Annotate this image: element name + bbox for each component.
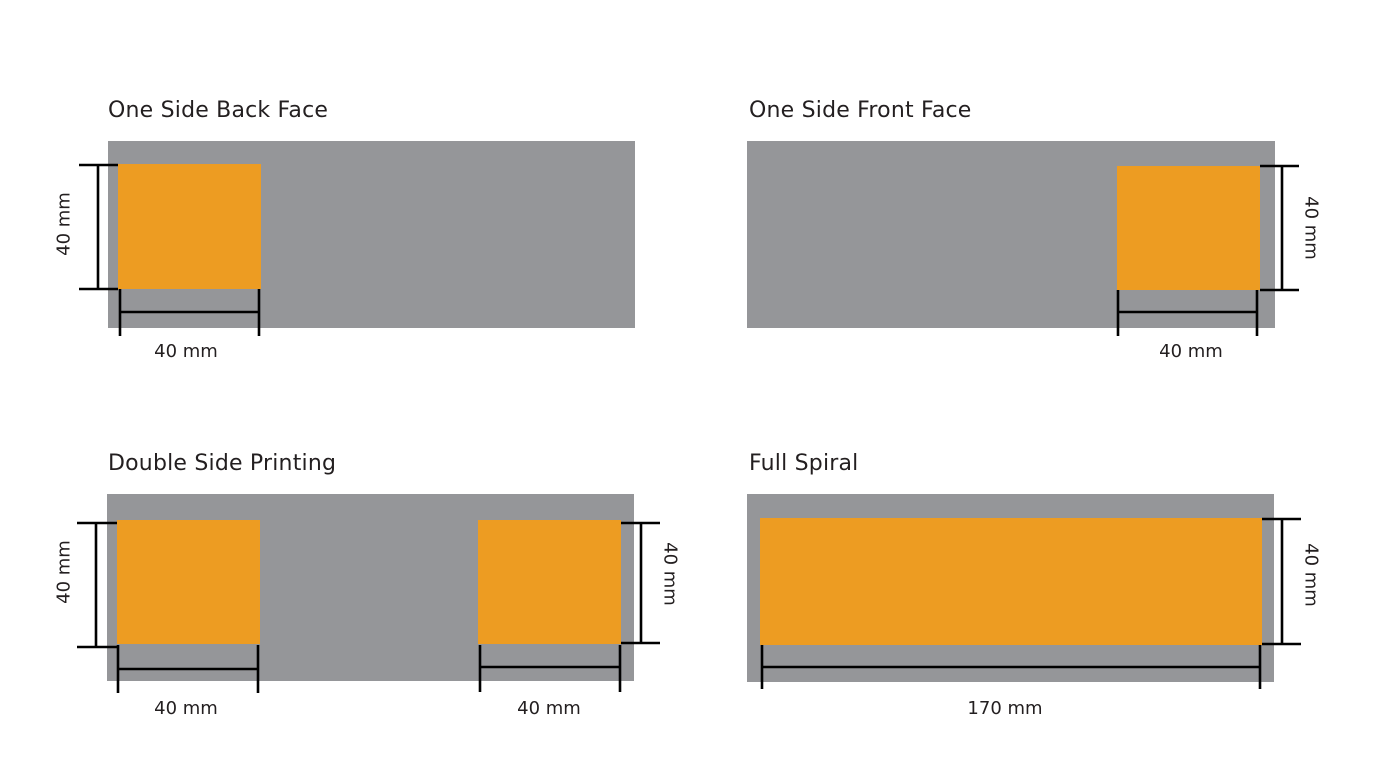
back-face-print-area xyxy=(118,164,261,289)
front-face-print-area xyxy=(1117,166,1260,290)
front-face-title: One Side Front Face xyxy=(749,98,972,123)
double-side-left-width-label: 40 mm xyxy=(154,698,218,719)
double-side-left-print-area xyxy=(117,520,260,644)
full-spiral-height-label: 40 mm xyxy=(1300,543,1322,607)
front-face-width-label: 40 mm xyxy=(1159,341,1223,362)
double-side-right-print-area xyxy=(478,520,621,644)
double-side-right-width-label: 40 mm xyxy=(517,698,581,719)
full-spiral-print-area xyxy=(760,518,1262,645)
double-side-right-height-label: 40 mm xyxy=(659,542,681,606)
full-spiral-title: Full Spiral xyxy=(749,451,859,476)
double-side-title: Double Side Printing xyxy=(108,451,337,476)
double-side-left-height-label: 40 mm xyxy=(53,540,75,604)
back-face-height-label: 40 mm xyxy=(53,192,75,256)
full-spiral-width-label: 170 mm xyxy=(967,698,1043,719)
front-face-height-label: 40 mm xyxy=(1300,196,1322,260)
back-face-title: One Side Back Face xyxy=(108,98,329,123)
back-face-width-label: 40 mm xyxy=(154,341,218,362)
